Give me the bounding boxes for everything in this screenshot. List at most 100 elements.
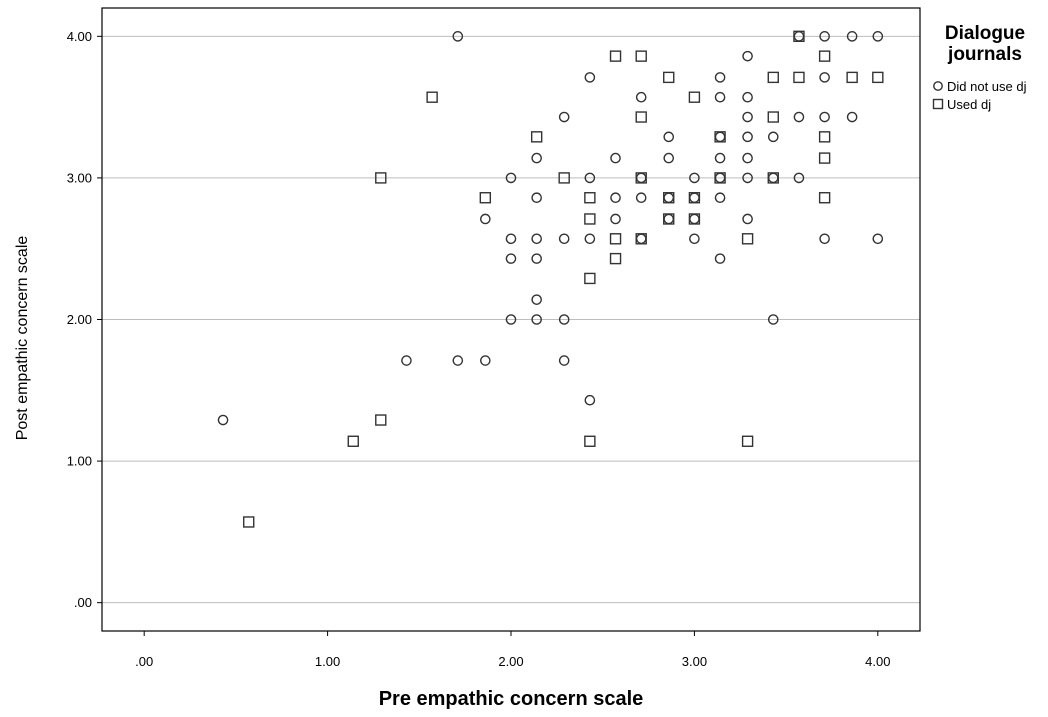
point-used-dj-21 [663, 71, 675, 84]
legend-square-icon [932, 98, 944, 110]
point-used-dj-25 [714, 172, 726, 184]
point-used-dj-34 [818, 192, 831, 204]
y-tick-label-1: 1.00 [67, 454, 92, 469]
point-did-not-use-dj-26 [610, 152, 621, 164]
point-used-dj-38 [846, 71, 858, 84]
point-did-not-use-dj-31 [663, 213, 675, 225]
point-used-dj-33 [793, 30, 805, 43]
x-axis-ticks: .00 1.00 2.00 3.00 4.00 [135, 631, 890, 669]
point-used-dj-10 [584, 213, 596, 225]
point-used-dj-18 [635, 50, 647, 62]
point-did-not-use-dj-46 [742, 213, 753, 225]
x-axis-title: Pre empathic concern scale [379, 688, 644, 710]
point-used-dj-11 [584, 192, 596, 204]
point-did-not-use-dj-24 [610, 213, 621, 225]
point-used-dj-7 [558, 172, 570, 184]
point-did-not-use-dj-60 [819, 111, 830, 123]
legend-circle-icon [933, 81, 943, 91]
point-did-not-use-dj-64 [846, 31, 858, 42]
point-used-dj-3 [375, 172, 387, 184]
point-did-not-use-dj-45 [714, 72, 726, 83]
data-points [217, 30, 884, 528]
point-did-not-use-dj-32 [663, 192, 675, 204]
point-did-not-use-dj-6 [505, 314, 517, 325]
legend-label-used-dj: Used dj [947, 97, 991, 112]
point-did-not-use-dj-17 [558, 314, 570, 325]
point-did-not-use-dj-47 [742, 172, 753, 184]
y-tick-label-2: 2.00 [67, 312, 92, 327]
point-did-not-use-dj-12 [531, 253, 542, 264]
point-did-not-use-dj-49 [742, 131, 753, 143]
point-did-not-use-dj-8 [505, 233, 517, 245]
y-tick-label-0: .00 [74, 595, 92, 610]
point-used-dj-4 [426, 91, 438, 103]
y-tick-label-3: 3.00 [67, 170, 92, 185]
point-did-not-use-dj-7 [505, 253, 517, 264]
point-used-dj-12 [609, 252, 622, 265]
point-did-not-use-dj-53 [767, 314, 779, 325]
point-did-not-use-dj-30 [635, 91, 647, 103]
point-did-not-use-dj-21 [584, 233, 596, 245]
point-used-dj-17 [635, 111, 647, 123]
point-used-dj-28 [741, 233, 754, 245]
point-did-not-use-dj-22 [584, 172, 596, 184]
x-tick-label-3: 3.00 [682, 654, 707, 669]
point-did-not-use-dj-50 [742, 111, 753, 123]
point-used-dj-26 [714, 131, 726, 143]
point-did-not-use-dj-9 [505, 172, 517, 184]
point-did-not-use-dj-16 [558, 355, 570, 366]
point-did-not-use-dj-33 [663, 152, 675, 164]
y-axis-title: Post empathic concern scale [14, 236, 31, 441]
point-did-not-use-dj-56 [793, 172, 805, 184]
x-tick-label-1: 1.00 [315, 654, 340, 669]
point-did-not-use-dj-3 [452, 31, 464, 42]
y-tick-label-4: 4.00 [67, 29, 92, 44]
point-did-not-use-dj-37 [689, 192, 700, 204]
legend-title-line1: Dialogue [945, 23, 1025, 44]
point-did-not-use-dj-38 [689, 172, 700, 184]
point-did-not-use-dj-51 [742, 91, 753, 103]
point-used-dj-24 [688, 91, 701, 103]
y-axis-ticks: .00 1.00 2.00 3.00 4.00 [67, 29, 102, 610]
point-used-dj-31 [767, 71, 779, 84]
point-did-not-use-dj-39 [714, 253, 726, 264]
point-did-not-use-dj-57 [793, 111, 805, 123]
point-used-dj-22 [688, 213, 701, 225]
x-tick-label-2: 2.00 [498, 654, 523, 669]
point-used-dj-15 [635, 233, 647, 245]
point-did-not-use-dj-65 [872, 233, 884, 245]
point-used-dj-5 [479, 192, 492, 204]
point-did-not-use-dj-36 [689, 213, 700, 225]
point-did-not-use-dj-66 [872, 31, 884, 42]
point-did-not-use-dj-4 [480, 355, 491, 366]
point-did-not-use-dj-14 [531, 192, 542, 204]
legend: Dialogue journals Did not use dj Used dj [932, 23, 1027, 112]
point-did-not-use-dj-34 [663, 131, 675, 143]
point-did-not-use-dj-25 [610, 192, 621, 204]
point-did-not-use-dj-20 [584, 394, 596, 406]
point-used-dj-39 [872, 71, 884, 84]
point-did-not-use-dj-18 [558, 233, 570, 245]
point-did-not-use-dj-19 [558, 111, 570, 123]
point-did-not-use-dj-42 [714, 152, 726, 164]
point-used-dj-37 [818, 50, 831, 62]
x-tick-label-4: 4.00 [865, 654, 890, 669]
point-used-dj-27 [741, 435, 754, 447]
point-did-not-use-dj-11 [531, 294, 542, 305]
point-used-dj-9 [584, 272, 596, 285]
point-did-not-use-dj-15 [531, 152, 542, 164]
point-did-not-use-dj-27 [635, 233, 647, 245]
point-used-dj-16 [635, 172, 647, 184]
point-did-not-use-dj-1 [401, 355, 412, 366]
point-used-dj-0 [243, 516, 255, 528]
point-used-dj-20 [663, 192, 675, 204]
point-did-not-use-dj-28 [635, 192, 647, 204]
x-tick-label-0: .00 [135, 654, 153, 669]
point-used-dj-32 [793, 71, 805, 84]
point-used-dj-35 [818, 152, 831, 164]
point-used-dj-1 [347, 435, 359, 447]
point-used-dj-2 [375, 414, 387, 426]
point-used-dj-6 [530, 131, 543, 143]
point-did-not-use-dj-52 [742, 50, 753, 62]
